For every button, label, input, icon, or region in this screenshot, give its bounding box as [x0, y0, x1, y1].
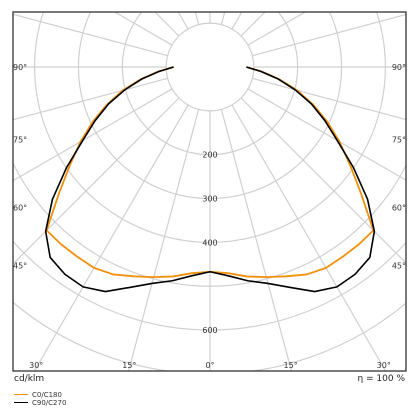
angle-label-left: 60°: [13, 203, 27, 212]
radial-tick-label: 300: [202, 195, 217, 204]
grid-spoke: [13, 13, 168, 57]
radial-tick-label: 600: [202, 326, 217, 335]
angle-label-bottom: 30°: [29, 361, 43, 370]
angle-label-bottom: 30°: [377, 361, 391, 370]
grid-spoke: [13, 88, 173, 182]
grid-spoke: [127, 109, 200, 371]
legend-label: C90/C270: [32, 398, 67, 407]
grid-spoke: [252, 77, 406, 121]
legend-label: C0/C180: [32, 390, 62, 399]
grid-spoke: [177, 12, 189, 30]
efficiency-label: η = 100 %: [357, 374, 405, 384]
angle-label-bottom: 15°: [284, 361, 298, 370]
angle-label-right: 45°: [392, 261, 406, 270]
angle-label-left: 90°: [13, 63, 27, 72]
intensity-curves: [44, 66, 376, 293]
grid-spoke: [13, 77, 168, 121]
grid-spoke: [240, 97, 406, 264]
angle-label-right: 60°: [392, 203, 406, 212]
grid-spoke: [247, 12, 307, 46]
grid-spoke: [252, 13, 406, 57]
grid-spoke: [34, 104, 189, 371]
tick-labels: 200 300 400 600 90° 90° 75° 75° 60° 60° 45° 45° 30° 1…: [13, 63, 406, 370]
angle-label-left: 75°: [13, 136, 27, 145]
radial-tick-label: 400: [202, 238, 217, 247]
grid-spoke: [13, 97, 180, 265]
angle-label-left: 45°: [13, 261, 27, 270]
radial-tick-label: 200: [202, 151, 217, 160]
unit-label: cd/klm: [14, 374, 45, 384]
plot-frame: [12, 11, 407, 372]
angle-label-right: 75°: [392, 136, 406, 145]
legend-swatch: [14, 402, 28, 403]
legend-swatch: [14, 394, 28, 395]
legend-item: C90/C270: [14, 398, 66, 407]
legend-item: C0/C180: [14, 390, 62, 399]
angle-label-right: 90°: [392, 63, 406, 72]
grid-spoke: [113, 12, 173, 46]
angle-label-bottom: 15°: [122, 361, 136, 370]
grid-ring: [165, 22, 255, 112]
series-curve-c90-c270: [44, 66, 376, 293]
grid-spoke: [231, 104, 386, 371]
angle-label-bottom: 0°: [205, 361, 214, 370]
grid-spoke: [231, 12, 243, 30]
grid-spoke: [247, 88, 406, 181]
grid-spoke: [220, 109, 293, 371]
